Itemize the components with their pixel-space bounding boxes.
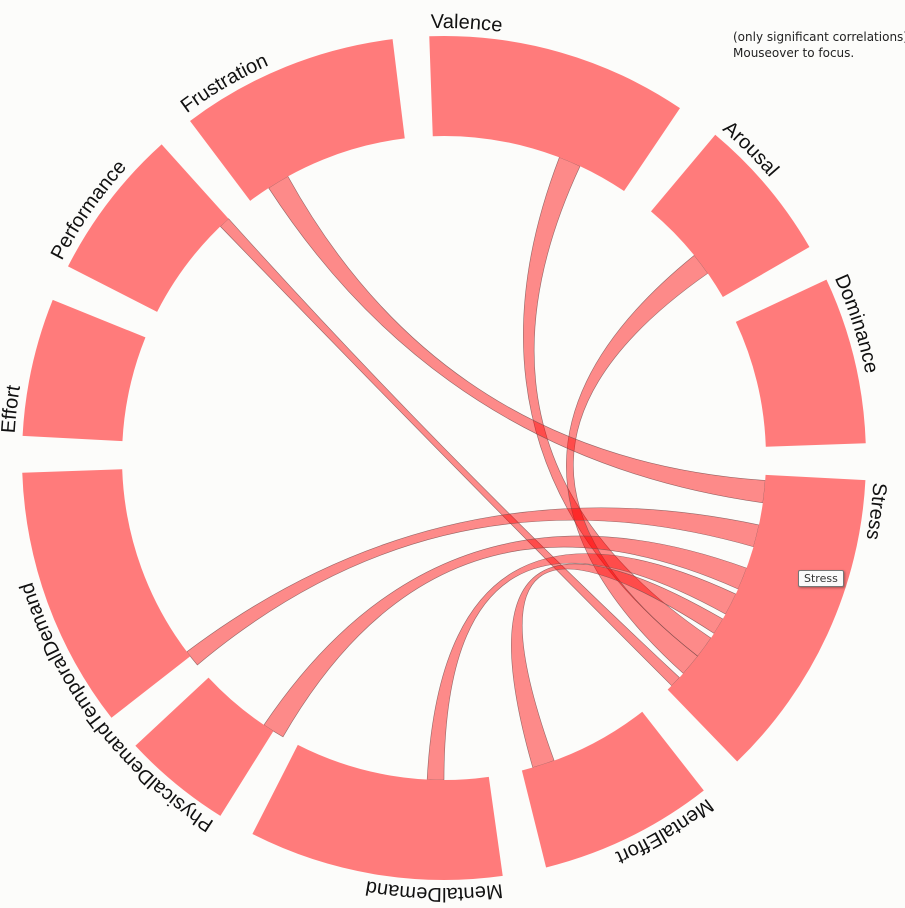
group-arc-stress[interactable] <box>667 474 866 762</box>
chords-layer <box>186 157 766 781</box>
chord-mentaldemand-stress[interactable] <box>426 553 737 781</box>
group-arc-valence[interactable] <box>429 36 680 192</box>
group-arc-mentaleffort[interactable] <box>521 711 704 868</box>
group-label-stress: Stress <box>861 482 890 542</box>
group-arc-arousal[interactable] <box>650 134 810 297</box>
group-arc-effort[interactable] <box>22 299 146 442</box>
group-arc-mentaldemand[interactable] <box>252 744 503 880</box>
chord-mentaleffort-stress[interactable] <box>511 563 724 768</box>
hover-tooltip: Stress <box>798 570 844 587</box>
note-significant: (only significant correlations) <box>733 30 905 44</box>
chord-temporaldemand-stress[interactable] <box>186 507 760 666</box>
note-mouseover: Mouseover to focus. <box>733 46 855 60</box>
info-note: (only significant correlations) Mouseove… <box>733 29 905 61</box>
group-label-mentaldemand: MentalDemand <box>364 876 504 905</box>
group-labels-layer: ValenceArousalDominanceStressMentalEffor… <box>0 11 890 905</box>
chord-physicaldemand-stress[interactable] <box>263 535 747 738</box>
group-arc-frustration[interactable] <box>190 39 405 201</box>
group-arcs-layer <box>22 36 866 880</box>
group-arc-dominance[interactable] <box>735 279 866 447</box>
group-arc-performance[interactable] <box>68 144 229 312</box>
group-arc-temporaldemand[interactable] <box>22 469 191 718</box>
chord-arousal-stress[interactable] <box>566 254 709 674</box>
chord-valence-stress[interactable] <box>523 157 712 657</box>
group-label-valence: Valence <box>431 11 504 37</box>
group-label-effort: Effort <box>0 383 25 434</box>
group-arc-physicaldemand[interactable] <box>135 677 274 816</box>
